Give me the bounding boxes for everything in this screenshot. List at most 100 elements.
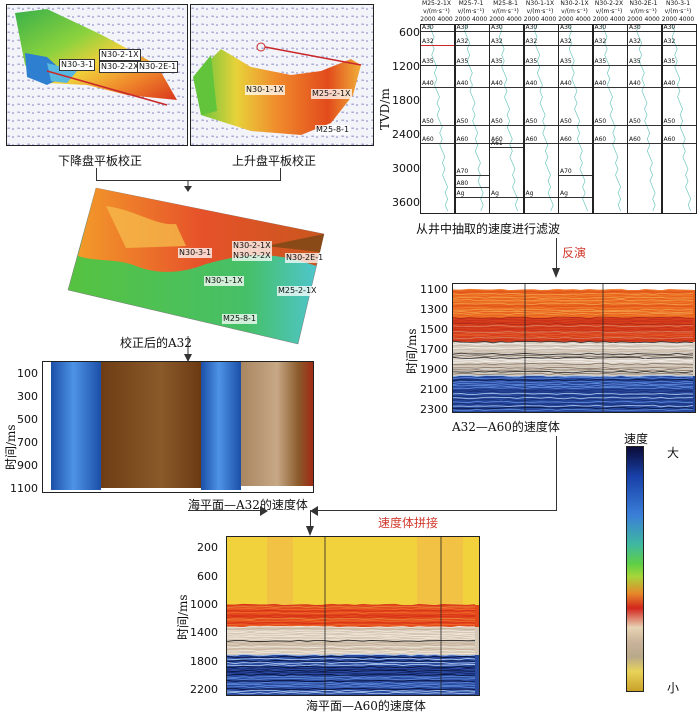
- horizon-line: [455, 143, 489, 144]
- well-label: N30-2E-1: [285, 253, 325, 263]
- well-log-unit: v/(m·s⁻¹): [457, 8, 485, 15]
- horizon-line: [628, 87, 661, 88]
- well-log-track: A30 A32 A35 A40 A50 A60: [627, 24, 662, 214]
- horizon-label: A35: [491, 58, 503, 65]
- well-label: M25-8-1: [315, 125, 351, 135]
- horizon-label: A30: [594, 24, 607, 31]
- y-axis-label: 时间/ms: [405, 328, 419, 374]
- well-label: N30-2E-1: [137, 61, 179, 73]
- horizon-line: [593, 45, 627, 46]
- horizon-label: A30: [491, 24, 503, 31]
- y-tick: 2100: [420, 383, 448, 396]
- horizon-label: Ag: [491, 190, 499, 197]
- arrow-down-icon: [552, 268, 560, 278]
- well-label: N30-1-1X: [245, 85, 285, 95]
- well-log-unit: v/(m·s⁻¹): [526, 8, 554, 15]
- horizon-label: A30: [456, 24, 469, 31]
- velocity-curve: [533, 25, 554, 212]
- horizon-label: A50: [491, 118, 503, 125]
- velocity-volume-a32-a60: [452, 283, 696, 413]
- horizon-label: Ag: [525, 190, 534, 197]
- horizon-label: A32: [629, 38, 641, 45]
- horizon-label: A40: [663, 80, 676, 87]
- well-log-axis-ticks: 2000 4000: [558, 16, 591, 23]
- connector-line: [96, 168, 97, 180]
- horizon-line: [524, 65, 558, 66]
- y-tick: 900: [17, 459, 38, 472]
- horizon-line: [662, 31, 696, 32]
- well-log-axis-ticks: 2000 4000: [420, 16, 453, 23]
- well-log-name: M25-2-1X: [422, 0, 451, 7]
- horizon-line: [490, 87, 523, 88]
- caption-velocity-a32: 海平面—A32的速度体: [188, 498, 308, 512]
- well-log-name: N30-2E-1: [629, 0, 658, 7]
- y-tick: 600: [197, 570, 218, 583]
- horizon-line: [490, 125, 523, 126]
- well-log-axis-ticks: 2000 4000: [523, 16, 557, 23]
- velocity-curve: [671, 25, 691, 212]
- well-log-track: A30 A32 A35 A40 A50 A60: [661, 24, 697, 214]
- arrow-down-icon: [184, 336, 192, 362]
- caption-upthrown: 上升盘平板校正: [232, 154, 317, 168]
- velocity-colorbar: [626, 446, 644, 692]
- horizon-line: [593, 143, 627, 144]
- connector-line: [188, 510, 264, 511]
- velocity-curve: [568, 25, 589, 212]
- well-log-name: M25-7-1: [458, 0, 484, 7]
- horizon-label: A32: [456, 38, 469, 45]
- horizon-label: A50: [525, 118, 538, 125]
- well-label: N30-2-1X: [232, 241, 272, 251]
- y-tick: 1700: [420, 343, 448, 356]
- map-panel-upthrown: N30-1-1X M25-2-1X M25-8-1: [190, 4, 374, 146]
- connector-line: [280, 168, 281, 180]
- horizon-line: [524, 197, 558, 198]
- velocity-curve: [463, 25, 484, 212]
- velocity-merged-figure: [227, 537, 479, 695]
- caption-corrected-a32: 校正后的A32: [120, 336, 192, 350]
- horizon-line: [490, 45, 523, 46]
- horizon-line: [559, 125, 592, 126]
- arrow-down-icon: [184, 180, 192, 192]
- well-label: M25-2-1X: [277, 286, 318, 296]
- horizon-label: A60: [456, 136, 469, 143]
- horizon-label: A40: [422, 80, 434, 87]
- horizon-line: [628, 143, 661, 144]
- horizon-label: A60: [629, 136, 641, 143]
- horizon-line: [490, 197, 523, 198]
- horizon-label: Ag: [456, 190, 465, 197]
- velocity-a32-a60-figure: [453, 284, 695, 412]
- horizon-line: [421, 143, 454, 144]
- caption-merged: 海平面—A60的速度体: [306, 699, 426, 713]
- horizon-label: A60: [663, 136, 676, 143]
- horizon-line: [559, 197, 592, 198]
- well-label: N30-1-1X: [204, 276, 244, 286]
- well-log-track: A30 A32 A35 A40 A50 A60: [420, 24, 455, 214]
- y-tick: 1800: [392, 94, 420, 107]
- y-tick: 1100: [420, 283, 448, 296]
- map-panel-downthrown: ꟹ N30-2-1X N30-3-1 N30-2-2X N30-2E-1: [6, 4, 188, 146]
- horizon-line: [490, 65, 523, 66]
- horizon-line: [455, 197, 489, 198]
- horizon-line: [421, 125, 454, 126]
- horizon-label: A50: [422, 118, 434, 125]
- horizon-line: [524, 31, 558, 32]
- velocity-a32-figure: [51, 362, 313, 490]
- y-tick: 100: [17, 367, 38, 380]
- horizon-line: [559, 31, 592, 32]
- well-log-name: N30-2-1X: [560, 0, 589, 7]
- horizon-label: A61: [491, 140, 503, 147]
- horizon-line: [662, 65, 696, 66]
- velocity-curve: [428, 25, 449, 212]
- horizon-label: A35: [594, 58, 607, 65]
- horizon-label: A32: [594, 38, 607, 45]
- horizon-line: [662, 143, 696, 144]
- horizon-line: [421, 65, 454, 66]
- well-label: N30-3-1: [178, 248, 213, 258]
- well-log-unit: v/(m·s⁻¹): [492, 8, 519, 15]
- colorbar-title: 速度: [624, 432, 649, 446]
- y-axis-label: TVD/m: [378, 88, 392, 130]
- horizon-line: [455, 87, 489, 88]
- y-axis-label: 时间/ms: [176, 594, 190, 640]
- horizon-label: A80: [456, 180, 469, 187]
- velocity-volume-a32: [42, 361, 314, 493]
